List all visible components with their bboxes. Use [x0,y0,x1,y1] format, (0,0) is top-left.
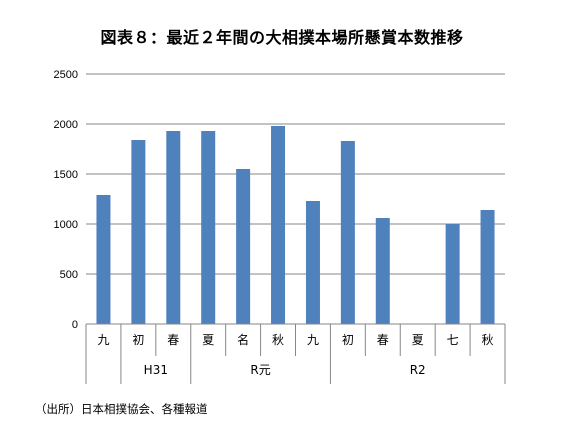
bar [271,126,286,324]
y-tick-label: 500 [60,269,78,281]
category-label: 秋 [482,333,494,347]
bar [480,210,495,324]
category-label: 名 [237,332,249,347]
axes [85,323,506,384]
bar [201,131,216,324]
bar [445,224,460,324]
chart-title: 図表８：最近２年間の大相撲本場所懸賞本数推移 [100,28,464,47]
y-tick-labels: 0 500 1000 1500 2000 2500 [54,69,78,331]
category-label: 夏 [412,333,424,347]
source-note: （出所）日本相撲協会、各種報道 [35,402,208,416]
category-label: 七 [447,333,459,347]
group-labels: H31 R元 R2 [144,363,426,377]
bar [96,195,111,324]
y-tick-label: 2000 [54,119,78,131]
bar [340,141,355,324]
category-label: 春 [167,333,179,347]
category-label: 九 [97,333,109,347]
bar [305,201,320,324]
group-label: R元 [250,363,270,377]
bar [375,218,390,324]
y-tick-label: 1500 [54,169,78,181]
group-label: R2 [410,363,426,377]
group-label: H31 [144,363,168,377]
bar [236,169,251,324]
bars [96,126,495,324]
category-label: 初 [132,333,144,347]
category-label: 夏 [202,333,214,347]
category-labels: 九初春夏名秋九初春夏七秋 [97,332,493,347]
bar [166,131,181,324]
y-tick-label: 2500 [54,69,78,81]
bar [131,140,146,324]
y-tick-label: 1000 [54,219,78,231]
gridlines [86,73,505,275]
category-label: 九 [307,333,319,347]
category-label: 初 [342,333,354,347]
y-tick-label: 0 [72,319,78,331]
category-label: 秋 [272,333,284,347]
category-label: 春 [377,333,389,347]
